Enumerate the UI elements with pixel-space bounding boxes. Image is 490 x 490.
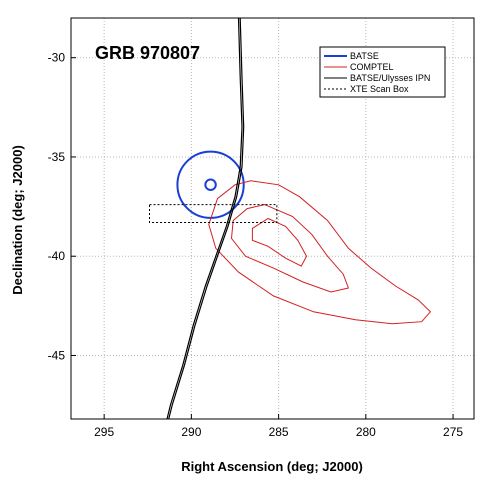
legend-label: BATSE/Ulysses IPN — [350, 73, 430, 83]
legend-label: XTE Scan Box — [350, 84, 409, 94]
y-axis-label: Declination (deg; J2000) — [10, 145, 25, 295]
y-tick-label: -40 — [48, 249, 66, 263]
ipn-annulus-line — [168, 17, 245, 420]
ipn-annulus-line — [166, 17, 243, 420]
comptel-contour — [251, 217, 308, 267]
legend-label: BATSE — [350, 51, 379, 61]
x-tick-label: 290 — [181, 425, 201, 439]
axes: 295 290 285 280 275 -30 -35 -40 -45 — [48, 51, 464, 439]
comptel-contour — [230, 204, 350, 293]
y-tick-label: -45 — [48, 348, 66, 362]
plot-area — [149, 17, 432, 420]
legend-label: COMPTEL — [350, 62, 394, 72]
plot-frame — [70, 17, 475, 420]
chart-title: GRB 970807 — [95, 43, 200, 63]
x-tick-label: 275 — [443, 425, 463, 439]
batse-circle — [204, 178, 217, 191]
x-tick-label: 285 — [269, 425, 289, 439]
y-tick-label: -30 — [48, 51, 66, 65]
xte-scan-box — [149, 204, 278, 223]
x-axis-label: Right Ascension (deg; J2000) — [181, 459, 363, 474]
x-tick-label: 280 — [356, 425, 376, 439]
x-tick-label: 295 — [94, 425, 114, 439]
y-tick-label: -35 — [48, 150, 66, 164]
comptel-contour — [208, 180, 432, 325]
